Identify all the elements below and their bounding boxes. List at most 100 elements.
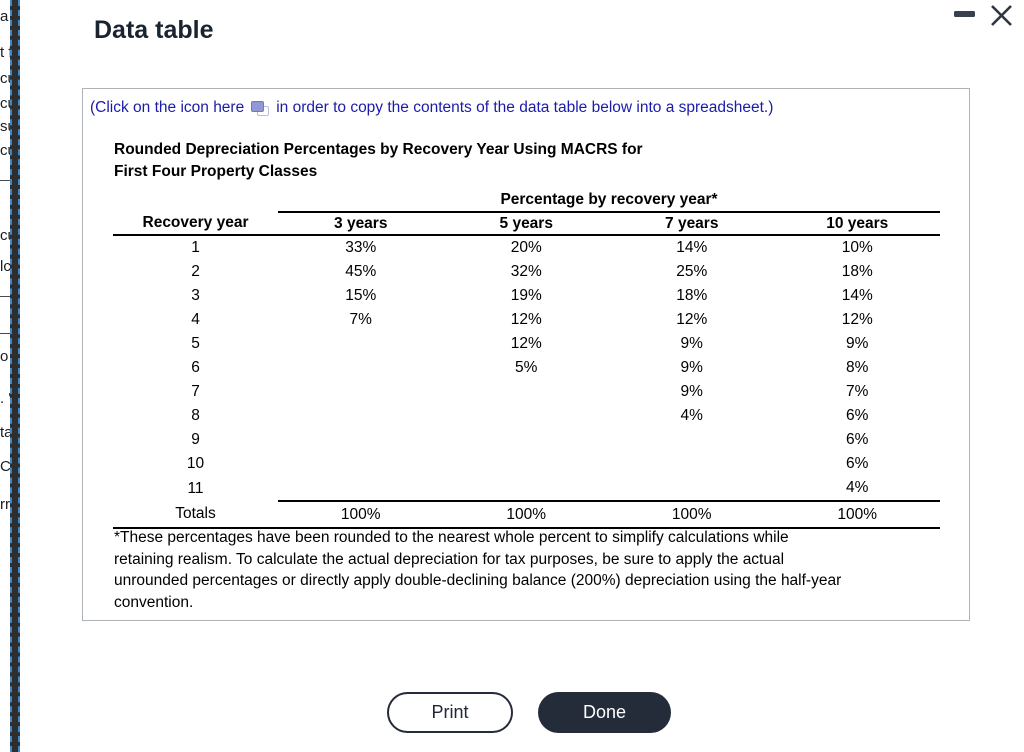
background-text-fragment: cu bbox=[0, 70, 10, 87]
footnote-line: retaining realism. To calculate the actu… bbox=[114, 550, 785, 568]
background-text-fragment: ta bbox=[0, 424, 10, 441]
close-icon[interactable] bbox=[986, 1, 1016, 31]
table-cell: 9% bbox=[846, 335, 869, 352]
table-cell: 9% bbox=[680, 359, 703, 376]
table-row: 2 45% 32% 25% 18% bbox=[113, 260, 940, 284]
table-row: 5 12% 9% 9% bbox=[113, 332, 940, 356]
table-cell bbox=[444, 452, 610, 476]
background-text-fragments: a t f cu cu su cu cu lc o . ' ta Crr bbox=[0, 0, 10, 752]
background-divider-line bbox=[0, 180, 10, 181]
table-cell: 1 bbox=[191, 239, 200, 256]
column-header: 5 years bbox=[443, 212, 609, 236]
table-cell: 45% bbox=[345, 263, 377, 280]
table-cell: 5 bbox=[191, 335, 200, 352]
background-text-fragment: . ' bbox=[0, 390, 10, 407]
table-cell bbox=[278, 476, 444, 501]
totals-cell: 100% bbox=[443, 500, 609, 529]
footnote-line: *These percentages have been rounded to … bbox=[114, 529, 789, 546]
table-cell: 6% bbox=[846, 431, 869, 448]
table-row: 1 33% 20% 14% 10% bbox=[113, 235, 940, 260]
table-body: 1 33% 20% 14% 10% 2 45% 32% 25% 18% 3 15% 19% 18% 14% 4… bbox=[113, 235, 940, 501]
column-header: 7 years bbox=[609, 212, 775, 236]
table-cell: 6% bbox=[846, 407, 869, 424]
dialog-title: Data table bbox=[94, 16, 214, 44]
background-text-fragment: lc bbox=[0, 258, 10, 275]
table-cell: 33% bbox=[345, 239, 377, 256]
table-row: 8 4% 6% bbox=[113, 404, 940, 428]
table-cell: 9% bbox=[680, 383, 703, 400]
table-cell: 7 bbox=[191, 383, 200, 400]
table-cell bbox=[609, 452, 775, 476]
background-text-fragment: a bbox=[0, 8, 9, 25]
data-table-panel bbox=[82, 88, 970, 621]
table-cell: 10% bbox=[841, 239, 873, 256]
background-divider-line bbox=[0, 333, 10, 334]
table-caption: Rounded Depreciation Percentages by Reco… bbox=[114, 139, 643, 183]
table-row: 9 6% bbox=[113, 428, 940, 452]
table-cell bbox=[444, 476, 610, 501]
table-cell bbox=[278, 404, 444, 428]
table-caption-line1: Rounded Depreciation Percentages by Reco… bbox=[114, 141, 643, 158]
table-cell bbox=[444, 428, 610, 452]
footnote-line: convention. bbox=[114, 593, 194, 611]
table-cell: 4% bbox=[680, 407, 703, 424]
table-row: 11 4% bbox=[113, 476, 940, 501]
table-cell: 11 bbox=[187, 479, 204, 497]
table-cell: 25% bbox=[676, 263, 708, 280]
background-text-fragment: cu bbox=[0, 227, 10, 244]
group-header-cell: Percentage by recovery year* bbox=[278, 188, 941, 213]
copy-icon-front-rect bbox=[251, 100, 265, 112]
group-header-row: Percentage by recovery year* bbox=[113, 188, 941, 213]
depreciation-table: Percentage by recovery year* Recovery ye… bbox=[113, 188, 941, 529]
table-cell bbox=[444, 380, 610, 404]
column-header: Recovery year bbox=[113, 212, 278, 236]
totals-cell: 100% bbox=[278, 500, 444, 529]
table-cell: 7% bbox=[349, 311, 372, 328]
copy-instruction: (Click on the icon here in order to copy… bbox=[90, 99, 773, 117]
totals-cell: 100% bbox=[774, 500, 941, 529]
done-button[interactable]: Done bbox=[538, 692, 671, 733]
table-cell bbox=[278, 380, 444, 404]
background-text-fragment: o bbox=[0, 348, 9, 365]
table-caption-line2: First Four Property Classes bbox=[114, 163, 318, 180]
table-cell bbox=[444, 404, 610, 428]
table-cell: 14% bbox=[676, 239, 708, 256]
table-row: 3 15% 19% 18% 14% bbox=[113, 284, 940, 308]
footnote-line: unrounded percentages or directly apply … bbox=[114, 572, 842, 589]
table-cell bbox=[278, 356, 444, 380]
table-footnote: *These percentages have been rounded to … bbox=[114, 527, 841, 613]
table-cell: 9% bbox=[680, 335, 703, 352]
copy-instruction-suffix: in order to copy the contents of the dat… bbox=[276, 99, 774, 116]
table-cell bbox=[278, 452, 444, 476]
totals-cell: Totals bbox=[113, 501, 278, 529]
table-cell: 20% bbox=[510, 239, 542, 256]
table-row: 4 7% 12% 12% 12% bbox=[113, 308, 940, 332]
table-cell: 12% bbox=[676, 311, 708, 328]
table-header-row: Recovery year 3 years 5 years 7 years 10 yea… bbox=[113, 212, 941, 236]
background-divider-line bbox=[0, 296, 10, 297]
background-text-fragment: cu bbox=[0, 95, 10, 112]
table-row: 10 6% bbox=[113, 452, 940, 476]
table-cell bbox=[278, 428, 444, 452]
copy-icon[interactable] bbox=[251, 100, 270, 116]
table-cell: 14% bbox=[841, 287, 873, 304]
totals-cell: 100% bbox=[609, 500, 775, 529]
background-text-fragment: su bbox=[0, 118, 10, 135]
table-cell: 32% bbox=[510, 263, 542, 280]
table-cell: 8% bbox=[846, 359, 869, 376]
table-cell bbox=[609, 476, 775, 501]
empty-cell bbox=[113, 188, 278, 212]
copy-instruction-prefix: (Click on the icon here bbox=[90, 99, 245, 116]
table-cell: 8 bbox=[191, 407, 200, 424]
table-cell: 7% bbox=[846, 383, 869, 400]
close-x-glyph bbox=[991, 5, 1012, 26]
background-text-fragment: t f bbox=[0, 44, 10, 61]
table-cell: 6 bbox=[191, 359, 200, 376]
column-header: 10 years bbox=[774, 212, 941, 236]
table-cell: 4 bbox=[191, 311, 200, 328]
table-cell: 19% bbox=[510, 287, 542, 304]
table-cell: 12% bbox=[510, 311, 542, 328]
print-button[interactable]: Print bbox=[387, 692, 513, 733]
minimize-icon[interactable] bbox=[954, 11, 975, 17]
page-divider-strip[interactable] bbox=[10, 0, 20, 752]
